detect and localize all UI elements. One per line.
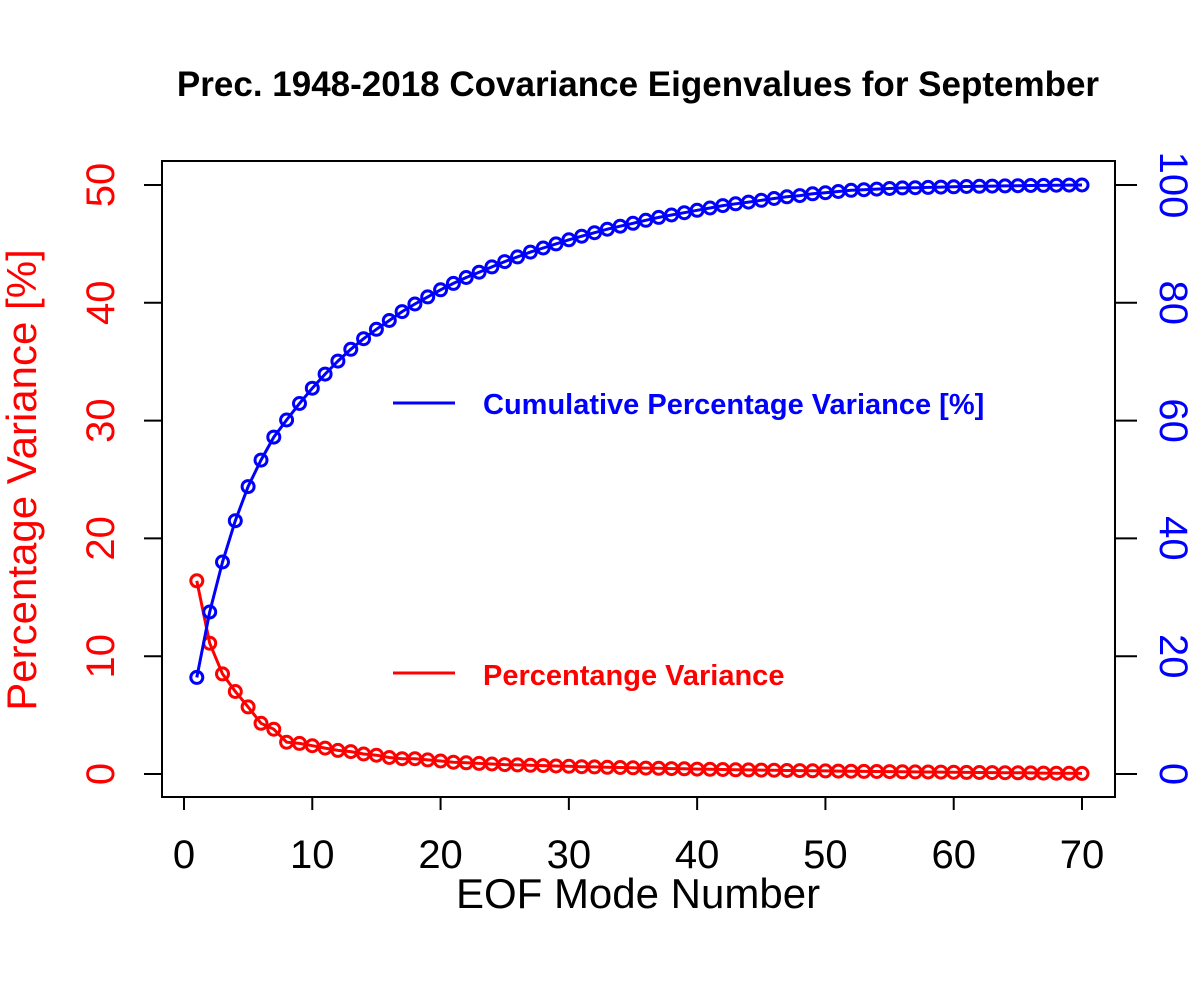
y-right-tick-label: 0 [1151,763,1195,785]
data-point-cumulative [510,249,525,265]
data-point-cumulative [548,236,564,252]
data-point-percentage [240,699,256,715]
y-axis-left-label: Percentage Variance [%] [0,249,45,711]
x-axis-label: EOF Mode Number [456,870,820,917]
y-left-tick-label: 10 [79,634,123,679]
data-point-cumulative [266,429,282,445]
y-right-tick-label: 100 [1151,152,1195,219]
x-axis: 0 10 20 30 40 50 60 70 [173,797,1104,877]
series-percentage [189,573,1090,781]
y-left-tick-label: 50 [79,163,123,208]
data-point-cumulative [279,412,295,428]
data-point-percentage [266,721,282,737]
y-axis-right: 0 20 40 60 80 100 [1115,152,1195,785]
y-right-tick-label: 80 [1151,281,1195,326]
legend-label-percentage: Percentange Variance [483,660,784,692]
data-point-cumulative [574,228,590,244]
data-point-cumulative [202,604,218,620]
data-point-cumulative [1074,177,1090,193]
series-layer [189,177,1090,781]
data-point-cumulative [561,232,577,248]
legend-label-cumulative: Cumulative Percentage Variance [%] [483,389,984,421]
x-tick-label: 70 [1060,833,1105,877]
legend: Cumulative Percentage Variance [%] Perce… [393,389,984,692]
data-point-cumulative [292,396,307,411]
data-point-cumulative [445,275,461,291]
data-point-cumulative [304,380,320,396]
data-point-cumulative [433,282,449,298]
x-tick-label: 30 [547,833,592,877]
data-point-cumulative [343,341,359,357]
data-point-cumulative [368,321,384,337]
x-tick-label: 0 [173,833,195,877]
data-point-cumulative [420,289,436,305]
data-point-cumulative [215,554,230,570]
plot-frame [161,160,1116,798]
y-left-tick-label: 20 [79,516,123,561]
y-axis-left: 0 10 20 30 40 50 [79,163,162,785]
data-point-percentage [1074,765,1090,781]
data-point-percentage [227,684,243,699]
series-cumulative [189,177,1090,685]
data-point-cumulative [587,225,602,241]
x-tick-label: 60 [931,833,976,877]
data-point-cumulative [330,353,346,369]
y-right-tick-label: 60 [1151,398,1195,443]
data-point-cumulative [407,296,423,312]
data-point-cumulative [599,221,615,237]
data-point-percentage [189,573,205,589]
x-tick-label: 50 [803,833,848,877]
data-point-cumulative [240,479,256,495]
data-point-cumulative [471,264,487,280]
data-point-cumulative [394,304,410,320]
data-point-percentage [215,666,230,682]
y-right-tick-label: 20 [1151,634,1195,679]
data-point-cumulative [535,240,551,256]
chart-title: Prec. 1948-2018 Covariance Eigenvalues f… [177,65,1100,104]
data-point-cumulative [227,513,243,529]
x-tick-label: 20 [418,833,463,877]
data-point-cumulative [458,270,474,285]
data-point-cumulative [189,669,205,685]
y-left-tick-label: 0 [79,763,123,785]
x-tick-label: 10 [290,833,335,877]
x-tick-label: 40 [675,833,720,877]
data-point-cumulative [497,254,513,270]
data-point-cumulative [356,331,372,347]
data-point-cumulative [381,313,397,328]
y-right-tick-label: 40 [1151,516,1195,561]
data-point-cumulative [317,366,333,382]
y-left-tick-label: 40 [79,281,123,326]
data-point-cumulative [253,452,269,468]
data-point-cumulative [522,244,538,260]
y-left-tick-label: 30 [79,398,123,443]
series-line-cumulative [195,183,1083,678]
data-point-cumulative [484,259,500,275]
data-point-percentage [253,715,269,731]
